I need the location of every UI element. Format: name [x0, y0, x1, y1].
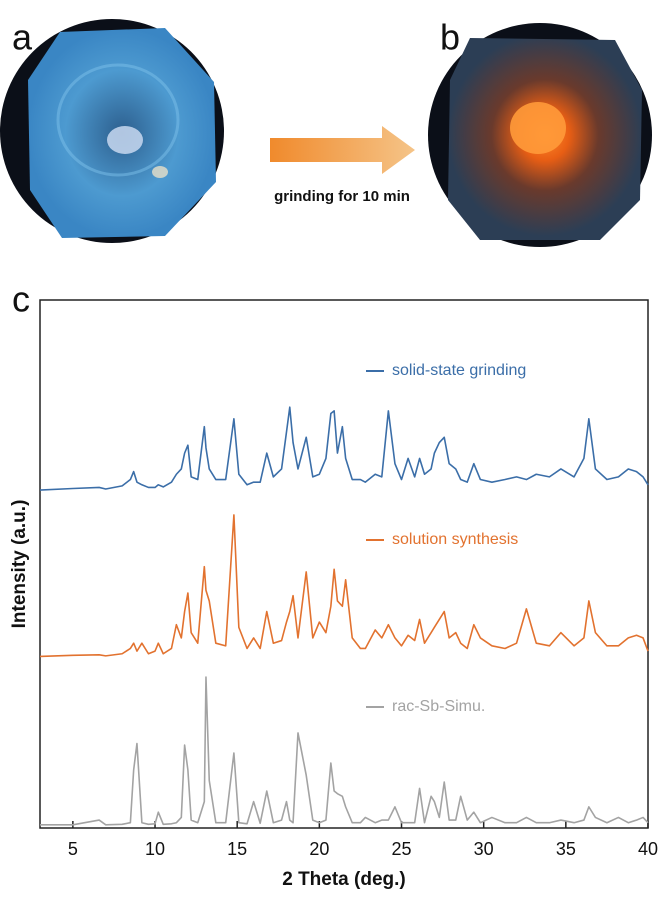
legend-label: solid-state grinding: [392, 362, 526, 379]
x-tick-label: 40: [638, 839, 658, 859]
series-line: [40, 515, 648, 657]
legend-label: rac-Sb-Simu.: [392, 698, 485, 715]
x-tick-label: 5: [68, 839, 78, 859]
arrow: [270, 126, 415, 174]
arrow-label: grinding for 10 min: [274, 188, 410, 205]
series-line: [40, 407, 648, 490]
panel-label: c: [12, 279, 30, 320]
figure: grinding for 10 min a b c 2 Theta (deg.)…: [0, 0, 659, 906]
x-tick-label: 35: [556, 839, 576, 859]
x-tick-label: 15: [227, 839, 247, 859]
plot-frame: [40, 300, 648, 828]
x-tick-label: 20: [309, 839, 329, 859]
photo-b: [428, 23, 652, 247]
panel-label: b: [440, 17, 460, 58]
x-axis-label: 2 Theta (deg.): [282, 869, 406, 890]
x-tick-label: 10: [145, 839, 165, 859]
x-tick-label: 25: [391, 839, 411, 859]
series-line: [40, 677, 648, 825]
legend-label: solution synthesis: [392, 531, 518, 548]
y-axis-label: Intensity (a.u.): [9, 500, 30, 629]
x-tick-label: 30: [474, 839, 494, 859]
photo-a: [0, 19, 224, 243]
panel-label: a: [12, 17, 33, 58]
